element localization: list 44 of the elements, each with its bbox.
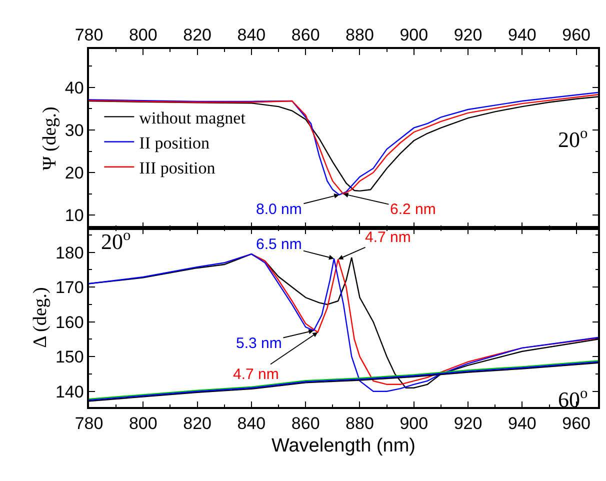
annotation: 60$^{o}$ xyxy=(558,385,588,412)
annotation: 5.3 nm xyxy=(236,335,282,352)
x-tick-label: 880 xyxy=(346,414,374,434)
annotation: 20$^{o}$ xyxy=(558,125,588,152)
x-tick-label: 940 xyxy=(508,414,536,434)
annotation: 4.7 nm xyxy=(365,229,411,246)
legend-label: II position xyxy=(139,133,210,152)
x-tick-label: 920 xyxy=(454,414,482,434)
x2-tick-label: 840 xyxy=(237,25,266,44)
x2-tick-label: 920 xyxy=(454,25,482,44)
legend-label: III position xyxy=(139,158,216,178)
x-tick-label: 960 xyxy=(562,414,591,434)
y-tick-label: 160 xyxy=(55,312,84,332)
x2-tick-label: 820 xyxy=(183,25,212,44)
x2-tick-label: 960 xyxy=(562,25,591,44)
x-tick-label: 900 xyxy=(400,414,428,434)
annotation: 20$^{o}$ xyxy=(101,227,131,254)
annotation: 4.7 nm xyxy=(233,366,279,383)
y-axis-title: Δ (deg.) xyxy=(30,287,51,348)
y-tick-label: 170 xyxy=(55,278,84,298)
legend-label: without magnet xyxy=(139,108,246,128)
x2-tick-label: 900 xyxy=(400,25,428,44)
x-tick-label: 820 xyxy=(183,414,212,434)
x-tick-label: 840 xyxy=(237,414,266,434)
annotation: 6.2 nm xyxy=(390,201,436,218)
x-tick-label: 800 xyxy=(128,414,158,434)
y-tick-label: 20 xyxy=(64,164,84,183)
annotation: 8.0 nm xyxy=(256,201,302,218)
y-tick-label: 150 xyxy=(55,348,84,367)
y-axis-title: Ψ (deg.) xyxy=(39,106,60,170)
y-tick-label: 30 xyxy=(64,120,84,140)
x-tick-label: 860 xyxy=(291,414,320,434)
x2-tick-label: 940 xyxy=(508,25,536,44)
x2-tick-label: 800 xyxy=(128,25,158,44)
y-tick-label: 180 xyxy=(55,243,84,262)
y-tick-label: 140 xyxy=(55,382,84,402)
y-tick-label: 10 xyxy=(64,206,84,226)
annotation: 6.5 nm xyxy=(256,236,302,253)
x2-tick-label: 780 xyxy=(74,25,104,44)
x2-tick-label: 860 xyxy=(291,25,320,44)
y-tick-label: 40 xyxy=(64,78,84,98)
x-axis-title: Wavelength (nm) xyxy=(272,435,416,456)
x-tick-label: 780 xyxy=(74,414,104,434)
x2-tick-label: 880 xyxy=(346,25,374,44)
